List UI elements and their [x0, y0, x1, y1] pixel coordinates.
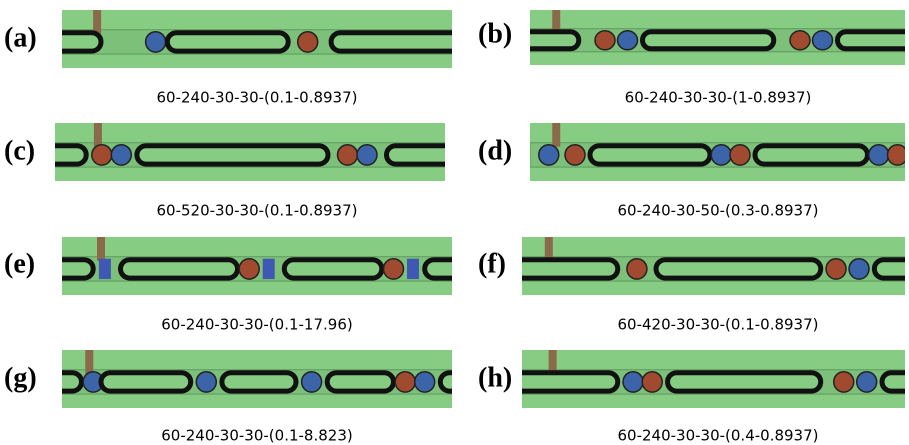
bubble	[587, 143, 713, 167]
panel-label: (g)	[4, 362, 37, 393]
bubble	[530, 29, 582, 52]
bubble	[328, 30, 452, 54]
droplet	[886, 143, 905, 166]
channel-image	[62, 10, 452, 68]
bubble	[98, 370, 194, 394]
bubble	[281, 257, 385, 281]
bubble	[665, 370, 824, 394]
droplet	[832, 370, 855, 393]
bubble	[835, 29, 905, 52]
droplet	[195, 370, 218, 393]
droplet	[729, 143, 751, 166]
droplet	[848, 257, 870, 280]
droplet	[622, 370, 644, 393]
droplet	[262, 258, 275, 280]
bubble	[522, 370, 621, 394]
channel-image	[55, 123, 445, 181]
droplet	[300, 370, 323, 393]
bubble	[522, 257, 621, 281]
droplet	[296, 30, 319, 53]
droplet	[336, 143, 359, 166]
droplet	[868, 143, 890, 166]
channel-image	[522, 237, 905, 295]
panel-caption: 60-520-30-30-(0.1-0.8937)	[157, 202, 358, 220]
channel-image	[530, 10, 905, 65]
droplet	[98, 258, 111, 280]
bubble	[164, 30, 291, 54]
droplet	[641, 370, 663, 393]
channel-image	[522, 350, 905, 408]
panel-caption: 60-420-30-30-(0.1-0.8937)	[618, 316, 819, 334]
droplet	[413, 370, 436, 393]
bubble	[871, 257, 905, 281]
droplet	[594, 29, 616, 51]
panel-label: (e)	[4, 248, 35, 279]
injector	[552, 10, 561, 33]
panel-caption: 60-240-30-30-(0.1-8.823)	[161, 427, 352, 445]
panel-label: (b)	[478, 18, 512, 49]
droplet	[710, 143, 732, 166]
panel-caption: 60-240-30-50-(0.3-0.8937)	[618, 202, 819, 220]
droplet	[825, 257, 847, 280]
injector	[97, 237, 105, 261]
droplet	[855, 370, 878, 393]
channel-image	[530, 123, 905, 181]
droplet	[382, 257, 405, 280]
bubble	[62, 30, 104, 54]
panel-caption: 60-240-30-30-(1-0.8937)	[625, 89, 812, 107]
bubble	[640, 29, 777, 52]
droplet	[538, 143, 560, 166]
bubble	[384, 143, 445, 167]
bubble	[134, 143, 331, 167]
panel-label: (f)	[478, 248, 506, 279]
droplet	[356, 143, 378, 166]
droplet	[394, 370, 416, 393]
panel-label: (c)	[4, 135, 35, 166]
droplet	[564, 143, 586, 166]
channel-image	[62, 237, 452, 295]
panel-label: (d)	[478, 135, 512, 166]
bubble	[422, 257, 452, 281]
bubble	[879, 370, 905, 394]
droplet	[789, 29, 811, 51]
droplet	[407, 258, 419, 280]
injector	[548, 350, 557, 374]
panel-label: (h)	[478, 362, 512, 393]
panel-caption: 60-240-30-30-(0.1-0.8937)	[157, 89, 358, 107]
panel-label: (a)	[4, 22, 37, 53]
injector	[544, 237, 553, 261]
bubble	[752, 143, 870, 167]
droplet	[91, 143, 113, 166]
bubble	[62, 257, 96, 281]
panel-caption: 60-240-30-30-(0.1-17.96)	[161, 316, 352, 334]
bubble	[437, 370, 452, 394]
injector	[93, 123, 102, 147]
injector	[93, 10, 102, 34]
droplet	[110, 143, 133, 166]
bubble	[219, 370, 299, 394]
bubble	[55, 143, 89, 167]
droplet	[616, 29, 639, 51]
injector	[552, 123, 561, 147]
injector	[85, 350, 94, 374]
bubble	[118, 257, 240, 281]
droplet	[811, 29, 834, 51]
bubble	[324, 370, 397, 394]
droplet	[626, 257, 648, 280]
channel-image	[62, 350, 452, 408]
droplet	[238, 257, 260, 280]
bubble	[62, 370, 84, 394]
bubble	[653, 257, 824, 281]
droplet	[144, 30, 167, 53]
panel-caption: 60-240-30-30-(0.4-0.8937)	[618, 427, 819, 445]
